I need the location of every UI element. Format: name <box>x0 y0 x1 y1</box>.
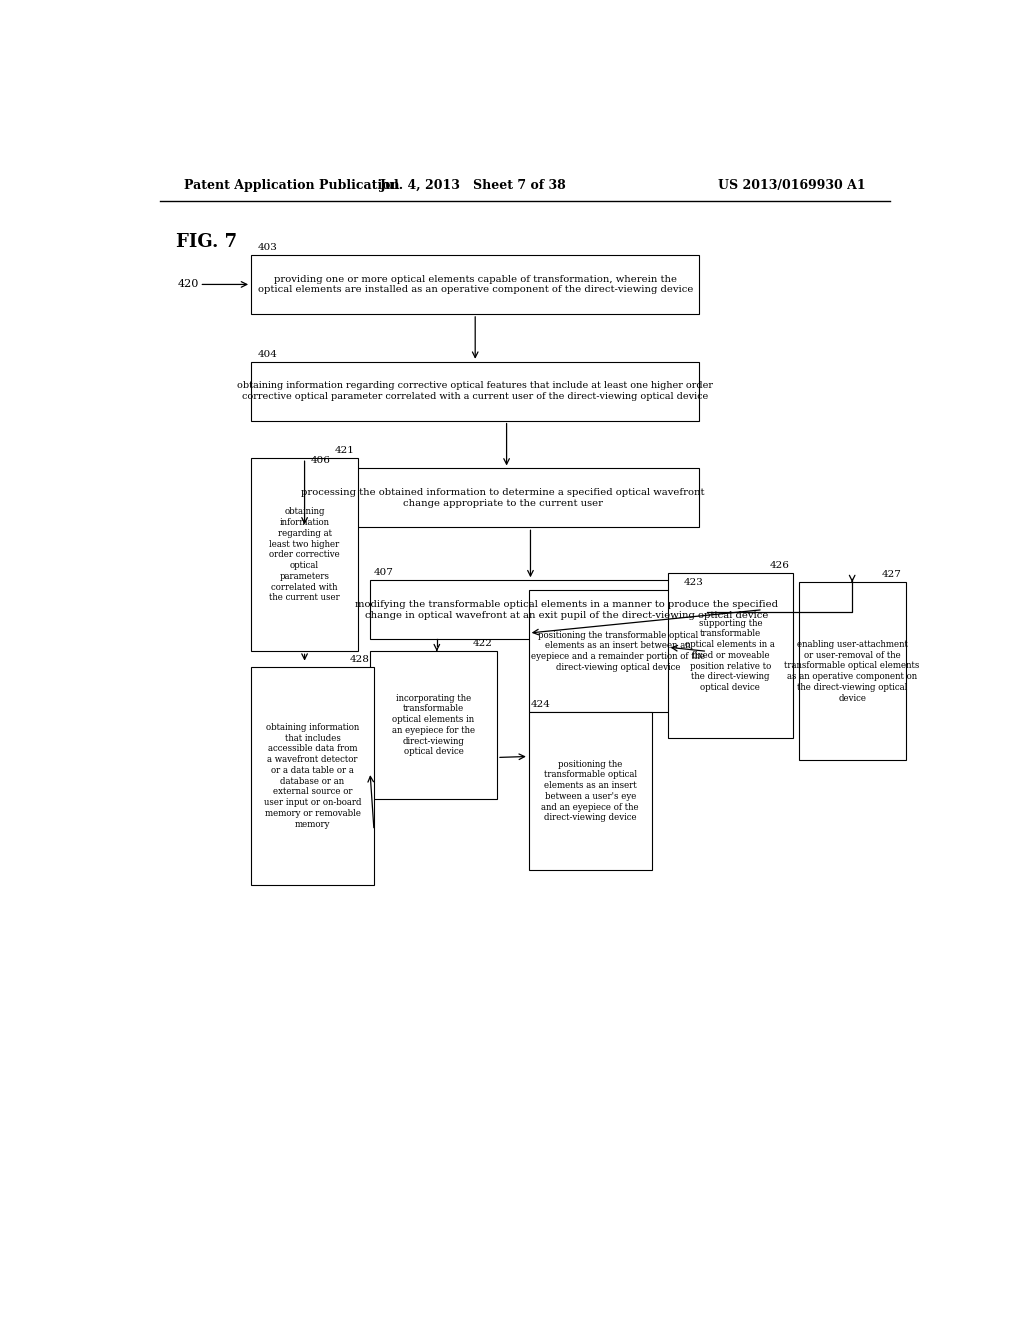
Bar <box>370 581 763 639</box>
Text: supporting the
transformable
optical elements in a
fixed or moveable
position re: supporting the transformable optical ele… <box>685 619 775 692</box>
Text: positioning the
transformable optical
elements as an insert
between a user's eye: positioning the transformable optical el… <box>542 760 639 822</box>
Text: obtaining
information
regarding at
least two higher
order corrective
optical
par: obtaining information regarding at least… <box>269 507 340 602</box>
Text: FIG. 7: FIG. 7 <box>176 232 237 251</box>
Text: 428: 428 <box>350 655 370 664</box>
Text: 424: 424 <box>531 701 551 709</box>
Text: 422: 422 <box>473 639 494 648</box>
Bar <box>251 255 699 314</box>
Bar <box>251 458 358 651</box>
Bar <box>799 582 905 760</box>
Bar <box>370 651 497 799</box>
Bar <box>668 573 793 738</box>
Text: Jul. 4, 2013   Sheet 7 of 38: Jul. 4, 2013 Sheet 7 of 38 <box>380 180 566 193</box>
Bar <box>528 590 708 713</box>
Text: US 2013/0169930 A1: US 2013/0169930 A1 <box>719 180 866 193</box>
Text: 420: 420 <box>178 280 200 289</box>
Text: 426: 426 <box>769 561 790 570</box>
Text: processing the obtained information to determine a specified optical wavefront
c: processing the obtained information to d… <box>301 488 705 508</box>
Text: 421: 421 <box>334 446 354 455</box>
Text: providing one or more optical elements capable of transformation, wherein the
op: providing one or more optical elements c… <box>257 275 693 294</box>
Text: incorporating the
transformable
optical elements in
an eyepiece for the
direct-v: incorporating the transformable optical … <box>392 694 475 756</box>
Text: obtaining information
that includes
accessible data from
a wavefront detector
or: obtaining information that includes acce… <box>264 723 361 829</box>
Text: 407: 407 <box>374 568 394 577</box>
Text: positioning the transformable optical
elements as an insert between an
eyepiece : positioning the transformable optical el… <box>531 631 706 672</box>
Text: enabling user-attachment
or user-removal of the
transformable optical elements
a: enabling user-attachment or user-removal… <box>784 640 920 702</box>
Text: 403: 403 <box>257 243 278 252</box>
Bar <box>528 713 652 870</box>
Text: 427: 427 <box>882 570 902 579</box>
Text: 406: 406 <box>310 457 331 466</box>
Text: 423: 423 <box>683 578 703 587</box>
Text: 404: 404 <box>257 350 278 359</box>
Bar <box>251 362 699 421</box>
Text: modifying the transformable optical elements in a manner to produce the specifie: modifying the transformable optical elem… <box>355 599 778 619</box>
Bar <box>251 667 374 886</box>
Bar <box>306 469 699 528</box>
Text: obtaining information regarding corrective optical features that include at leas: obtaining information regarding correcti… <box>238 381 713 401</box>
Text: Patent Application Publication: Patent Application Publication <box>183 180 399 193</box>
